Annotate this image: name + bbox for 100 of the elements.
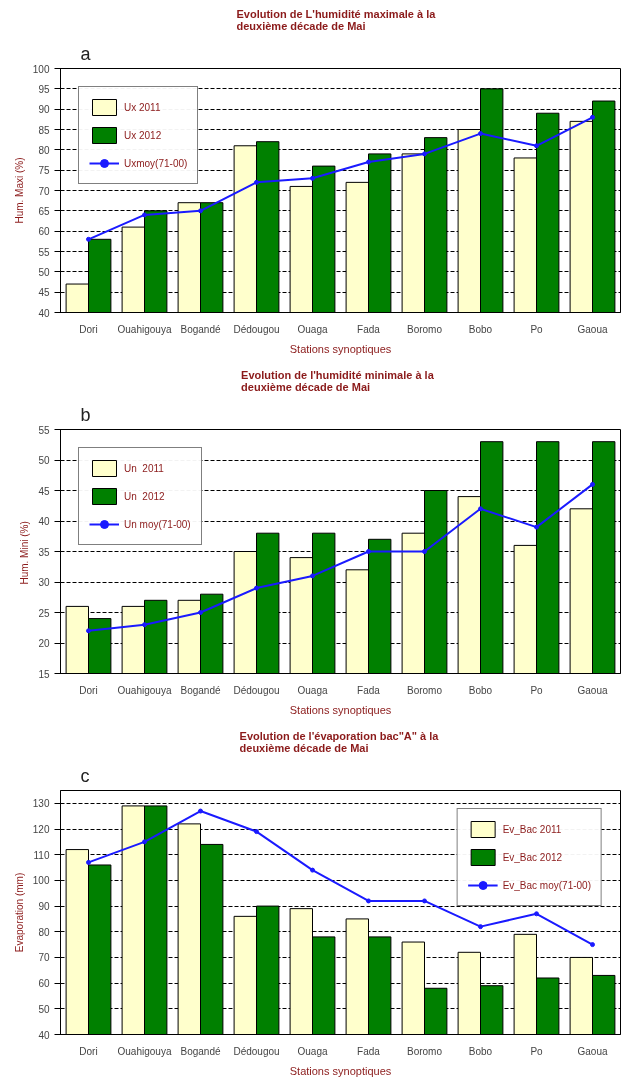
point xyxy=(478,924,483,930)
y-tick-label: 70 xyxy=(38,185,50,197)
point xyxy=(198,808,203,814)
point xyxy=(534,911,539,917)
x-tick-label: Dédougou xyxy=(233,1045,280,1057)
point xyxy=(366,549,371,554)
y-tick-label: 40 xyxy=(38,516,50,527)
text: a xyxy=(80,43,92,64)
x-tick-label: Po xyxy=(530,684,544,696)
y-tick-label: 80 xyxy=(38,926,50,938)
y-tick-label: 85 xyxy=(38,124,50,136)
x-tick-label: Dori xyxy=(79,323,98,335)
x-axis-title: Stations synoptiques xyxy=(289,703,392,716)
x-axis-title: Stations synoptiques xyxy=(289,342,392,355)
y-tick-label: 70 xyxy=(38,952,50,964)
point xyxy=(310,867,315,873)
legend-label: Uxmoy(71-00) xyxy=(124,157,188,169)
y-axis-title: Hum. Mini (%) xyxy=(19,521,31,585)
chart-title: Evolution de l'humidité minimale à la deuxième décade de Mai xyxy=(241,368,435,393)
legend-label: Un 2011 xyxy=(124,462,164,474)
x-tick-label: Ouaga xyxy=(297,323,328,335)
x-tick-label: Gaoua xyxy=(577,1045,608,1057)
x-tick-label: Dédougou xyxy=(233,684,280,696)
y-tick-label: 40 xyxy=(38,1029,50,1041)
point xyxy=(534,143,539,149)
y-tick-label: 30 xyxy=(38,577,50,588)
y-axis-title: Hum. Maxi (%) xyxy=(13,157,25,224)
point xyxy=(86,236,91,242)
y-tick-label: 25 xyxy=(38,607,50,619)
x-tick-label: Ouahigouya xyxy=(117,1045,172,1057)
point xyxy=(142,622,147,628)
y-tick-label: 15 xyxy=(38,668,50,680)
legend-label: Un 2012 xyxy=(124,490,165,502)
point xyxy=(534,524,539,530)
x-tick-label: Boromo xyxy=(406,684,443,696)
text: b xyxy=(80,404,91,425)
y-tick-label: 95 xyxy=(38,83,50,95)
x-tick-label: Fada xyxy=(357,1045,381,1057)
point xyxy=(422,151,427,157)
point xyxy=(366,898,371,904)
x-axis-title: Stations synoptiques xyxy=(289,1064,392,1077)
legend-label: Ev_Bac 2011 xyxy=(502,823,562,835)
chart-title: Evolution de l'évaporation bac"A" à la deuxième décade de Mai xyxy=(239,729,440,754)
text: c xyxy=(80,765,90,786)
x-tick-label: Dori xyxy=(79,1045,98,1057)
x-tick-label: Ouaga xyxy=(297,1045,328,1057)
point xyxy=(142,839,147,845)
point xyxy=(422,549,427,554)
y-tick-label: 20 xyxy=(38,638,50,649)
y-tick-label: 35 xyxy=(38,546,50,558)
point xyxy=(478,506,483,512)
point xyxy=(310,573,315,579)
point xyxy=(310,175,315,181)
x-tick-label: Gaoua xyxy=(577,684,608,696)
point xyxy=(254,179,259,185)
x-tick-label: Boromo xyxy=(406,323,443,335)
x-tick-label: Bobo xyxy=(468,1045,493,1057)
legend-label: Ux 2012 xyxy=(124,129,162,141)
legend-label: Ev_Bac 2012 xyxy=(502,851,563,863)
x-tick-label: Po xyxy=(530,1045,544,1057)
y-tick-label: 130 xyxy=(32,798,50,810)
y-tick-label: 60 xyxy=(38,226,50,238)
y-tick-label: 50 xyxy=(38,455,50,466)
x-tick-label: Dédougou xyxy=(233,323,280,335)
legend-label: Un moy(71-00) xyxy=(124,518,191,530)
y-tick-label: 100 xyxy=(32,875,50,887)
point xyxy=(86,628,91,634)
y-tick-label: 50 xyxy=(38,266,50,278)
y-tick-label: 100 xyxy=(32,63,50,75)
x-tick-label: Ouahigouya xyxy=(117,323,172,335)
point xyxy=(590,481,595,487)
point xyxy=(198,208,203,214)
point xyxy=(86,859,91,865)
x-tick-label: Boromo xyxy=(406,1045,443,1057)
y-tick-label: 55 xyxy=(38,424,50,436)
y-axis-title: Evaporation (mm) xyxy=(13,872,25,953)
x-tick-label: Dori xyxy=(79,684,98,696)
y-tick-label: 65 xyxy=(38,205,50,217)
point xyxy=(142,212,147,218)
y-tick-label: 50 xyxy=(38,1003,50,1015)
x-tick-label: Bobo xyxy=(468,323,493,335)
point xyxy=(254,829,259,835)
x-tick-label: Ouaga xyxy=(297,684,328,696)
y-tick-label: 120 xyxy=(32,824,50,836)
y-tick-label: 80 xyxy=(38,144,50,156)
legend-label: Ev_Bac moy(71-00) xyxy=(502,879,591,891)
x-tick-label: Bogandé xyxy=(180,684,221,696)
x-tick-label: Bobo xyxy=(468,684,493,696)
x-tick-label: Ouahigouya xyxy=(117,684,172,696)
y-tick-label: 55 xyxy=(38,246,50,258)
y-tick-label: 60 xyxy=(38,978,50,990)
y-tick-label: 40 xyxy=(38,307,50,319)
point xyxy=(198,610,203,615)
point xyxy=(478,131,483,137)
y-tick-label: 75 xyxy=(38,165,50,177)
point xyxy=(366,159,371,165)
x-tick-label: Gaoua xyxy=(577,323,608,335)
chart-title: Evolution de L'humidité maximale à la deuxième décade de Mai xyxy=(236,7,437,32)
y-tick-label: 90 xyxy=(38,901,50,913)
x-tick-label: Fada xyxy=(357,684,381,696)
